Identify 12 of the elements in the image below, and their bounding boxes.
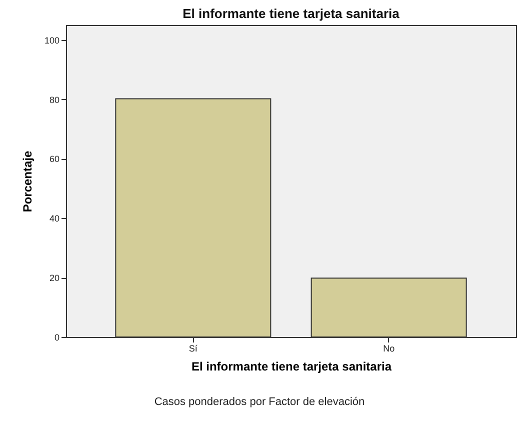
text: Casos ponderados por Factor de elevación <box>153 396 366 408</box>
x-tick-label: Sí <box>188 344 198 354</box>
y-tick-label: 0 <box>54 332 60 342</box>
x-axis-title: El informante tiene tarjeta sanitaria <box>191 360 392 374</box>
y-axis-title: Porcentaje <box>20 150 34 212</box>
chart-title: El informante tiene tarjeta sanitaria <box>182 6 400 21</box>
y-tick-label: 80 <box>49 94 60 105</box>
y-tick-label: 40 <box>49 214 60 224</box>
y-tick-label: 20 <box>49 273 60 284</box>
y-tick-label: 60 <box>49 154 60 164</box>
x-tick-label: No <box>383 344 395 354</box>
y-tick-label: 100 <box>44 35 60 46</box>
